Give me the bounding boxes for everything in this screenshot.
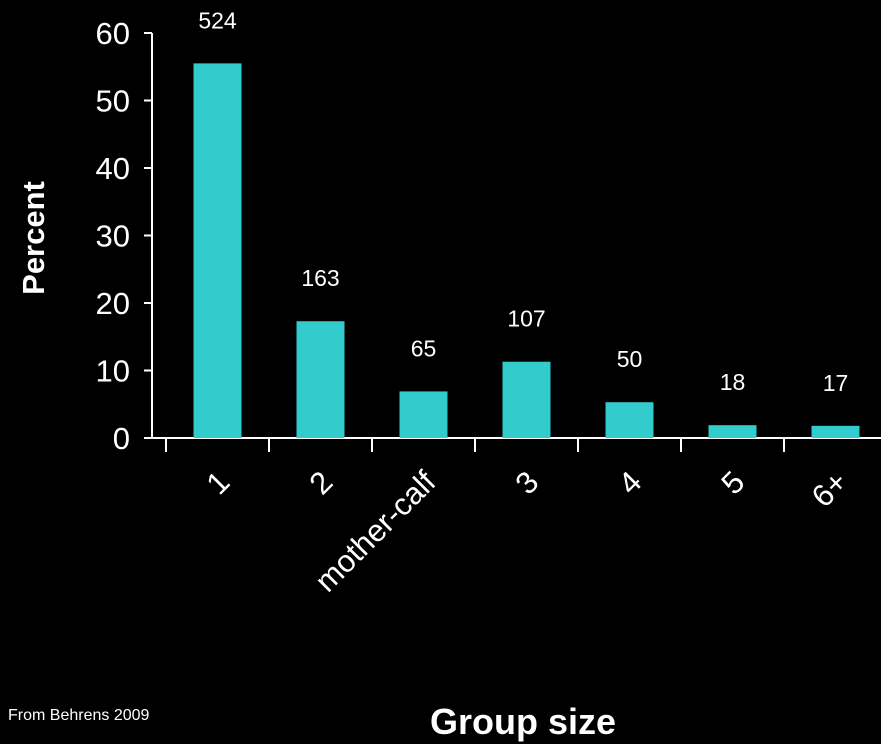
y-tick-label: 60 (96, 16, 130, 51)
x-tick-label: 2 (303, 464, 340, 501)
bar-value-label: 524 (198, 7, 237, 33)
x-tick-label: 3 (509, 464, 546, 501)
y-axis: 0 10 20 30 40 50 60 (96, 16, 153, 456)
bar (708, 425, 757, 438)
y-tick-label: 30 (96, 219, 130, 254)
bar (296, 321, 345, 438)
bar-value-label: 107 (507, 306, 545, 332)
bar-value-labels: 524 163 65 107 50 18 17 (198, 7, 848, 395)
bar (502, 361, 551, 438)
source-note: From Behrens 2009 (8, 707, 150, 724)
bars (193, 63, 860, 438)
x-tick-label: 4 (612, 464, 649, 501)
x-tick-label: 6+ (805, 464, 855, 514)
y-tick-label: 40 (96, 151, 130, 186)
x-axis (152, 437, 881, 452)
bar-value-label: 17 (823, 370, 849, 396)
y-tick-label: 10 (96, 354, 130, 389)
x-tick-label: 1 (200, 464, 237, 501)
bar (399, 391, 448, 438)
y-axis-label: Percent (16, 181, 51, 295)
bar-value-label: 65 (411, 335, 437, 361)
bar-value-label: 163 (301, 265, 339, 291)
bar (811, 425, 860, 438)
y-tick-label: 0 (113, 421, 130, 456)
x-tick-label: 5 (715, 464, 752, 501)
y-tick-label: 50 (96, 84, 130, 119)
bar-value-label: 50 (617, 346, 643, 372)
bar-value-label: 18 (720, 369, 746, 395)
bar (605, 402, 654, 438)
bar (193, 63, 242, 438)
x-axis-label: Group size (430, 701, 616, 742)
y-tick-label: 20 (96, 286, 130, 321)
